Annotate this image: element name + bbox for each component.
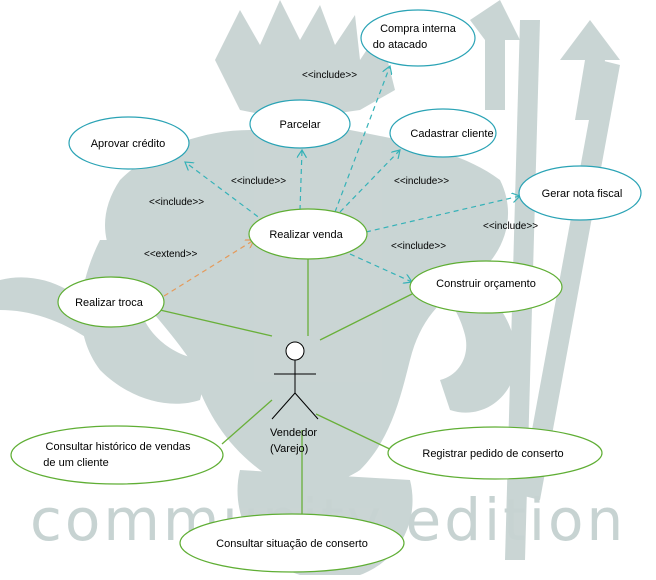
use-case-ellipse [249, 99, 351, 149]
use-case-label: Registrar pedido de conserto [422, 448, 563, 460]
stereotype-include-parcelar: <<include>> [231, 176, 286, 187]
assoc-consultar-historico [221, 399, 273, 445]
use-case-registrar-pedido[interactable]: Registrar pedido de conserto [387, 426, 603, 480]
use-case-label: Realizar troca [75, 297, 144, 309]
stereotype-include-cadastrar: <<include>> [394, 176, 449, 187]
use-case-realizar-venda[interactable]: Realizar venda [248, 208, 368, 260]
assoc-construir-orcamento [319, 293, 413, 341]
dep-construir-orcamento [349, 253, 412, 282]
stereotype-include-orcamento: <<include>> [391, 241, 446, 252]
use-case-ellipse [248, 208, 368, 260]
actor-label: (Varejo) [270, 443, 308, 455]
stereotype-include-aprovar: <<include>> [149, 197, 204, 208]
use-case-compra-interna[interactable]: Compra interna do atacado [360, 9, 476, 67]
use-case-construir-orcamento[interactable]: Construir orçamento [409, 260, 563, 314]
use-case-consultar-situacao[interactable]: Consultar situação de conserto [179, 513, 405, 573]
use-case-label: Consultar histórico de vendas [46, 441, 191, 453]
dep-compra-interna [334, 66, 390, 213]
actor-right-leg [294, 392, 319, 420]
use-case-gerar-nota-fiscal[interactable]: Gerar nota fiscal [518, 165, 642, 221]
use-case-ellipse [57, 276, 165, 328]
stereotype-extend-troca: <<extend>> [144, 249, 198, 260]
dep-aprovar-credito [185, 162, 266, 223]
assoc-realizar-troca [159, 309, 273, 337]
use-case-consultar-historico[interactable]: Consultar histórico de vendas de um clie… [10, 425, 224, 485]
assoc-registrar-pedido [315, 413, 397, 453]
use-case-label: Realizar venda [269, 229, 343, 241]
use-case-ellipse [10, 425, 224, 485]
use-case-label: Aprovar crédito [91, 138, 166, 150]
use-case-ellipse [389, 108, 497, 158]
use-case-ellipse [387, 426, 603, 480]
use-case-cadastrar-cliente[interactable]: Cadastrar cliente [389, 108, 497, 158]
actor-head [285, 341, 305, 361]
use-case-label: Gerar nota fiscal [542, 188, 623, 200]
stereotype-include-compra: <<include>> [302, 70, 357, 81]
use-case-ellipse [409, 260, 563, 314]
actor-left-leg [271, 392, 296, 420]
use-case-label: Construir orçamento [436, 278, 536, 290]
actor-label: Vendedor [270, 427, 317, 439]
use-case-ellipse [68, 116, 190, 170]
use-case-ellipse [518, 165, 642, 221]
dep-parcelar [300, 150, 302, 211]
associations [159, 258, 413, 520]
use-case-ellipse [360, 9, 476, 67]
use-case-label: Cadastrar cliente [410, 128, 493, 140]
use-case-parcelar[interactable]: Parcelar [249, 99, 351, 149]
stereotype-include-gerar: <<include>> [483, 221, 538, 232]
use-case-label: Parcelar [280, 119, 321, 131]
use-case-label: do atacado [373, 39, 427, 51]
use-case-aprovar-credito[interactable]: Aprovar crédito [68, 116, 190, 170]
use-case-label: Consultar situação de conserto [216, 538, 368, 550]
use-case-label: Compra interna [380, 23, 457, 35]
use-case-realizar-troca[interactable]: Realizar troca [57, 276, 165, 328]
use-case-ellipse [179, 513, 405, 573]
use-case-label: de um cliente [43, 457, 108, 469]
include-dependencies [185, 66, 520, 282]
actor-vendedor[interactable] [271, 341, 319, 420]
